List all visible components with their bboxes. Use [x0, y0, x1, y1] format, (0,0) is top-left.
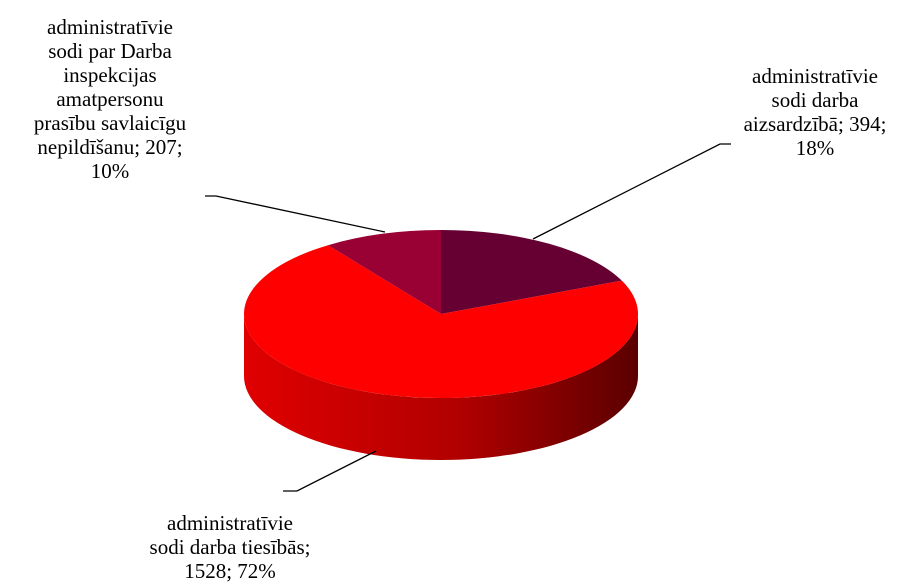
leader-line-darba-aizsardziba — [532, 143, 731, 240]
slice-label-darba-tiesibas: administratīvie sodi darba tiesībās; 152… — [149, 511, 311, 583]
leader-line-inspekcijas-prasibas — [205, 195, 386, 233]
slice-inspekcijas-prasibas — [327, 230, 441, 314]
slice-darba-tiesibas — [243, 245, 638, 399]
slice-darba-aizsardziba — [441, 230, 622, 314]
slice-darba-tiesibas-side — [244, 314, 638, 460]
leader-line-darba-tiesibas — [283, 450, 377, 492]
slice-label-inspekcijas-prasibas: administratīvie sodi par Darba inspekcij… — [33, 15, 187, 183]
slice-label-darba-aizsardziba: administratīvie sodi darba aizsardzībā; … — [743, 64, 887, 160]
